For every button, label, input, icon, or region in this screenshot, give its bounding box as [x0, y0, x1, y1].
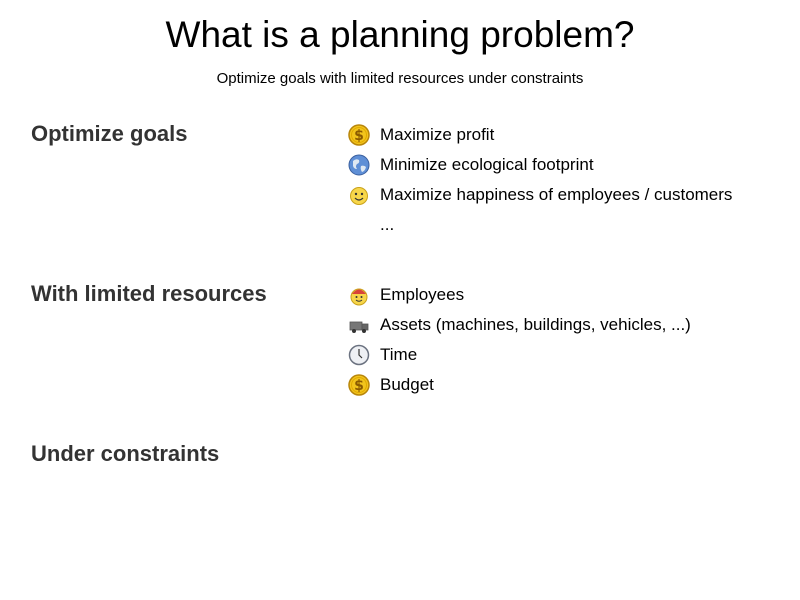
goal-label: Maximize profit	[380, 125, 495, 144]
goal-label: ...	[380, 215, 395, 234]
employee-icon	[348, 284, 370, 306]
slide-title: What is a planning problem?	[165, 14, 635, 55]
goal-label: Minimize ecological footprint	[380, 155, 594, 174]
goals-list: $ Maximize profit Minimize ecological fo…	[348, 124, 732, 245]
resource-label: Employees	[380, 285, 465, 304]
clock-icon	[348, 344, 370, 366]
dollar-coin-icon: $	[348, 374, 370, 396]
section-heading-goals: Optimize goals	[31, 121, 188, 146]
list-item: Time	[348, 344, 691, 375]
globe-icon	[348, 154, 370, 176]
list-item: Assets (machines, buildings, vehicles, .…	[348, 315, 691, 345]
truck-icon	[348, 314, 370, 336]
resources-list: Employees Assets (machines, buildings, v…	[348, 285, 691, 405]
resource-label: Assets (machines, buildings, vehicles, .…	[380, 315, 691, 334]
svg-text:$: $	[354, 128, 364, 144]
list-item: Maximize happiness of employees / custom…	[348, 185, 732, 215]
svg-text:$: $	[354, 378, 364, 394]
list-item: Minimize ecological footprint	[348, 154, 732, 185]
goal-label: Maximize happiness of employees / custom…	[380, 185, 733, 204]
list-item: $ Maximize profit	[348, 124, 732, 155]
resource-label: Budget	[380, 375, 434, 394]
resource-label: Time	[380, 345, 418, 364]
list-item: ...	[348, 215, 732, 245]
list-item: Employees	[348, 285, 691, 315]
section-heading-resources: With limited resources	[31, 281, 267, 306]
slide-subtitle: Optimize goals with limited resources un…	[216, 70, 584, 87]
section-heading-constraints: Under constraints	[31, 441, 220, 466]
list-item: $ Budget	[348, 374, 691, 405]
dollar-coin-icon: $	[348, 124, 370, 146]
smiley-icon	[348, 184, 370, 206]
